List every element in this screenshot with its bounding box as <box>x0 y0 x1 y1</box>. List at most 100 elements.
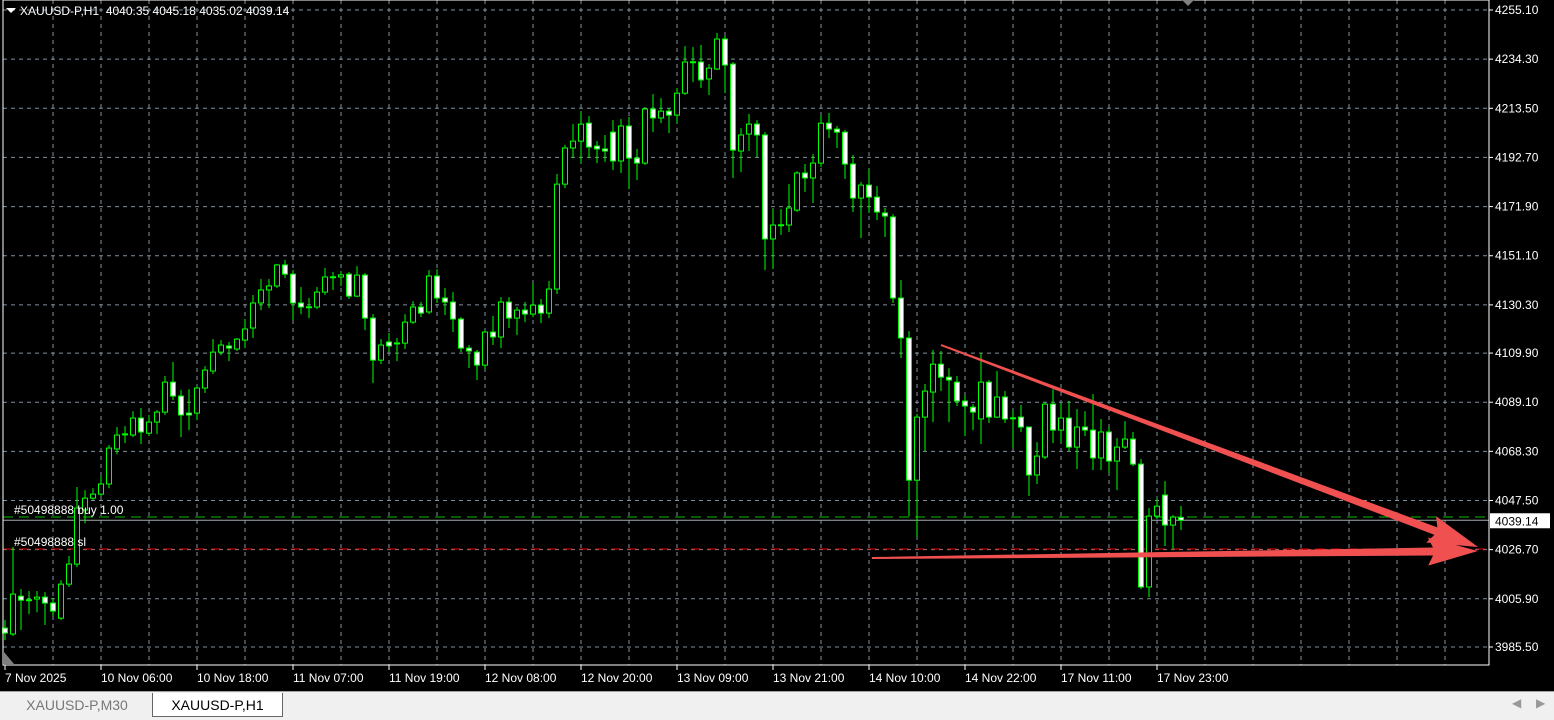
candle <box>1074 409 1080 470</box>
price-tick-label: 4109.90 <box>1495 346 1539 360</box>
candle <box>818 115 824 168</box>
price-axis[interactable]: 4255.10 4234.30 4213.50 4192.70 4171.90 4151.… <box>1489 3 1539 654</box>
scroll-right-icon[interactable]: ▶ <box>1536 696 1546 710</box>
candle-body <box>586 122 592 148</box>
candle <box>562 144 568 189</box>
candle <box>570 124 576 159</box>
candle <box>154 410 160 435</box>
candle-body <box>1114 446 1120 462</box>
candle <box>378 339 384 365</box>
candle-body <box>666 110 672 116</box>
candle-body <box>218 344 224 353</box>
candle-body <box>874 196 880 213</box>
price-chart[interactable]: 4255.10 4234.30 4213.50 4192.70 4171.90 4151.… <box>0 0 1554 691</box>
candle-body <box>250 302 256 329</box>
candle <box>1090 394 1096 471</box>
candle <box>538 298 544 324</box>
price-tick-label: 4234.30 <box>1495 52 1539 66</box>
candle <box>530 283 536 318</box>
candle-body <box>674 92 680 116</box>
candle-body <box>186 412 192 416</box>
candle-body <box>610 131 616 162</box>
candle-body <box>602 148 608 152</box>
chart-frame <box>2 0 1490 666</box>
time-tick-label: 7 Nov 2025 <box>5 671 67 685</box>
candle-body <box>242 328 248 341</box>
candle <box>362 272 368 331</box>
candle <box>290 270 296 320</box>
candle <box>914 414 920 538</box>
candle <box>138 408 144 445</box>
candle-body <box>522 309 528 315</box>
candle-body <box>202 369 208 389</box>
candle-body <box>162 381 168 413</box>
candle-body <box>10 593 16 635</box>
candle-body <box>730 63 736 151</box>
candle <box>50 598 56 617</box>
scroll-left-icon[interactable]: ◀ <box>1512 696 1522 710</box>
candle-body <box>618 125 624 162</box>
chart-shift-marker-icon[interactable] <box>1182 0 1194 6</box>
candle <box>1162 481 1168 547</box>
candle-body <box>226 345 232 349</box>
candle-body <box>1130 438 1136 465</box>
candle <box>42 592 48 626</box>
candle-body <box>682 61 688 94</box>
candle <box>306 298 312 319</box>
candle-body <box>346 273 352 297</box>
dropdown-triangle-icon[interactable] <box>6 8 16 13</box>
candle-body <box>1074 426 1080 448</box>
candle-body <box>114 434 120 450</box>
candle <box>714 32 720 71</box>
candle <box>578 111 584 164</box>
candle <box>266 279 272 309</box>
arrow-annotation <box>940 344 1479 548</box>
candle <box>546 281 552 319</box>
candle-body <box>74 507 80 565</box>
candle-body <box>90 493 96 499</box>
candle-body <box>482 331 488 366</box>
candle <box>802 164 808 192</box>
candle-body <box>1082 426 1088 431</box>
candle <box>1178 505 1184 530</box>
candle <box>890 214 896 303</box>
candle <box>906 331 912 517</box>
candle-body <box>258 289 264 304</box>
candle-body <box>642 108 648 164</box>
candle <box>898 280 904 359</box>
candle <box>1018 405 1024 432</box>
candle <box>554 173 560 295</box>
candle-body <box>274 264 280 287</box>
candle <box>346 272 352 299</box>
candle <box>1098 418 1104 471</box>
candle-body <box>770 224 776 240</box>
candle-body <box>738 134 744 152</box>
candle <box>642 107 648 165</box>
candle <box>610 120 616 170</box>
candle <box>1170 515 1176 549</box>
candle <box>218 340 224 356</box>
drawn-arrows[interactable] <box>871 332 1483 572</box>
candle-body <box>506 301 512 319</box>
candle-body <box>402 321 408 344</box>
candle <box>586 116 592 159</box>
candle-body <box>106 447 112 485</box>
candle <box>514 306 520 336</box>
candle-body <box>1154 505 1160 517</box>
candle <box>1122 421 1128 450</box>
price-tick-label: 4151.10 <box>1495 249 1539 263</box>
time-tick-label: 14 Nov 22:00 <box>965 671 1037 685</box>
time-axis[interactable]: 7 Nov 2025 10 Nov 06:00 10 Nov 18:00 11 Nov… <box>4 665 1229 685</box>
candle-body <box>1026 426 1032 476</box>
tab-xauusd-h1[interactable]: XAUUSD-P,H1 <box>152 693 283 717</box>
candle-body <box>266 285 272 291</box>
candle-body <box>882 212 888 217</box>
candle <box>1082 411 1088 437</box>
arrow-icon <box>940 344 1479 548</box>
tab-xauusd-m30[interactable]: XAUUSD-P,M30 <box>2 693 152 717</box>
candle <box>746 113 752 152</box>
candle-body <box>786 207 792 226</box>
candle-body <box>626 125 632 159</box>
candle <box>370 314 376 384</box>
candle-body <box>466 347 472 352</box>
